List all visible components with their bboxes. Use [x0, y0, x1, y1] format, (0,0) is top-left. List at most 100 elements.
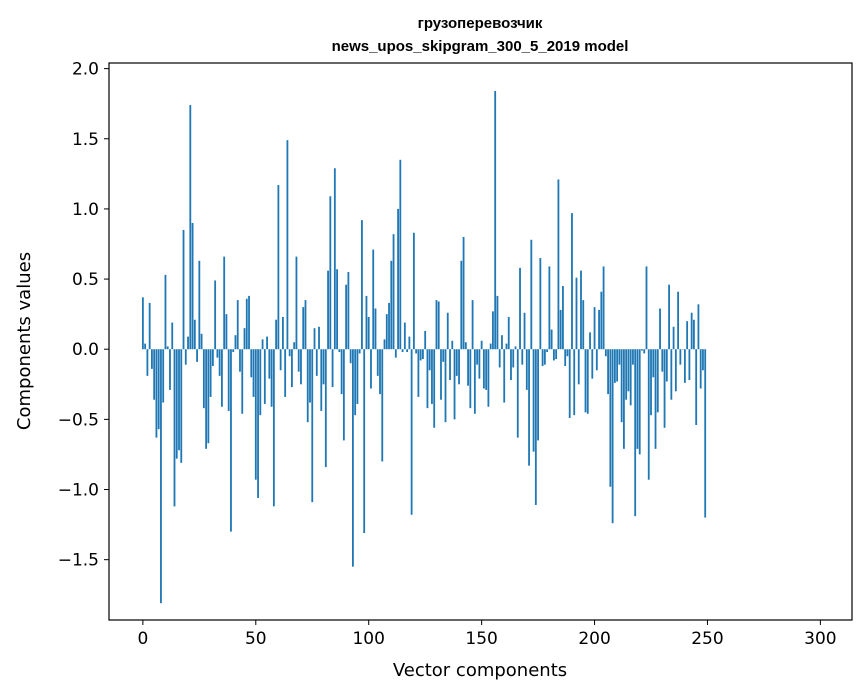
bar-160	[503, 349, 505, 402]
bar-242	[688, 349, 690, 380]
bar-73	[307, 349, 309, 422]
bar-186	[562, 286, 564, 349]
bar-114	[399, 160, 401, 349]
bar-163	[510, 349, 512, 380]
bar-154	[490, 344, 492, 350]
bar-80	[323, 349, 325, 384]
bar-236	[675, 349, 677, 391]
bar-116	[404, 323, 406, 350]
bar-221	[641, 349, 643, 350]
bar-202	[598, 310, 600, 349]
bar-212	[621, 349, 623, 422]
bar-10	[165, 275, 167, 349]
bar-178	[544, 349, 546, 364]
y-tick-label: 0.5	[72, 270, 99, 290]
bar-41	[235, 335, 237, 349]
bar-193	[578, 349, 580, 384]
bar-104	[377, 349, 379, 376]
bar-217	[632, 349, 634, 364]
bar-130	[436, 300, 438, 349]
x-tick-label: 300	[804, 629, 836, 649]
bar-170	[526, 349, 528, 390]
bar-185	[560, 310, 562, 349]
bar-96	[359, 349, 361, 353]
bar-102	[372, 250, 374, 350]
bar-5	[153, 349, 155, 400]
bar-240	[684, 349, 686, 383]
bar-48	[250, 349, 252, 377]
bar-64	[287, 140, 289, 349]
bars-group	[142, 91, 706, 603]
bar-68	[296, 257, 298, 350]
bar-237	[677, 292, 679, 350]
bar-58	[273, 349, 275, 506]
bar-8	[160, 349, 162, 603]
bar-139	[456, 349, 458, 376]
bar-146	[472, 300, 474, 349]
bar-59	[275, 320, 277, 349]
bar-108	[386, 314, 388, 349]
bar-241	[686, 321, 688, 349]
bar-207	[609, 349, 611, 487]
bar-155	[492, 311, 494, 349]
bar-128	[431, 349, 433, 404]
bar-174	[535, 349, 537, 505]
bar-196	[585, 349, 587, 412]
bar-125	[424, 331, 426, 349]
bar-238	[679, 349, 681, 364]
bar-2	[146, 349, 148, 376]
bar-169	[524, 313, 526, 349]
bar-115	[402, 349, 404, 352]
bar-38	[228, 349, 230, 411]
bar-16	[178, 349, 180, 450]
y-tick-label: 2.0	[72, 60, 99, 80]
bar-120	[413, 233, 415, 349]
bar-122	[417, 349, 419, 397]
bar-31	[212, 349, 214, 366]
bar-249	[704, 349, 706, 517]
bar-46	[246, 299, 248, 350]
bar-214	[625, 349, 627, 400]
bar-6	[156, 349, 158, 437]
bar-225	[650, 349, 652, 415]
bar-22	[192, 223, 194, 349]
bar-4	[151, 349, 153, 369]
bar-23	[194, 320, 196, 349]
bar-213	[623, 349, 625, 449]
bar-180	[548, 266, 550, 349]
x-tick-label: 50	[245, 629, 267, 649]
bar-113	[397, 209, 399, 349]
bar-44	[241, 349, 243, 414]
bar-177	[542, 349, 544, 366]
bar-222	[643, 349, 645, 353]
bar-179	[546, 349, 548, 352]
x-tick-label: 250	[691, 629, 723, 649]
bar-184	[558, 179, 560, 349]
bar-161	[506, 344, 508, 350]
bar-101	[370, 349, 372, 388]
bar-192	[576, 278, 578, 350]
bar-156	[494, 91, 496, 349]
bar-14	[174, 349, 176, 506]
bar-86	[336, 269, 338, 349]
bar-107	[384, 339, 386, 349]
chart-title-line2: news_upos_skipgram_300_5_2019 model	[332, 38, 629, 55]
bar-76	[314, 328, 316, 349]
bar-175	[537, 349, 539, 440]
bar-32	[214, 280, 216, 349]
plot-frame	[109, 63, 852, 620]
bar-248	[702, 349, 704, 370]
bar-219	[637, 349, 639, 449]
bar-18	[183, 230, 185, 349]
bar-176	[539, 258, 541, 349]
bar-164	[512, 349, 514, 367]
bar-106	[381, 349, 383, 461]
bar-235	[673, 327, 675, 349]
bar-61	[280, 349, 282, 370]
x-tick-label: 200	[578, 629, 610, 649]
bar-208	[612, 349, 614, 523]
bar-159	[501, 335, 503, 349]
bar-49	[253, 349, 255, 397]
